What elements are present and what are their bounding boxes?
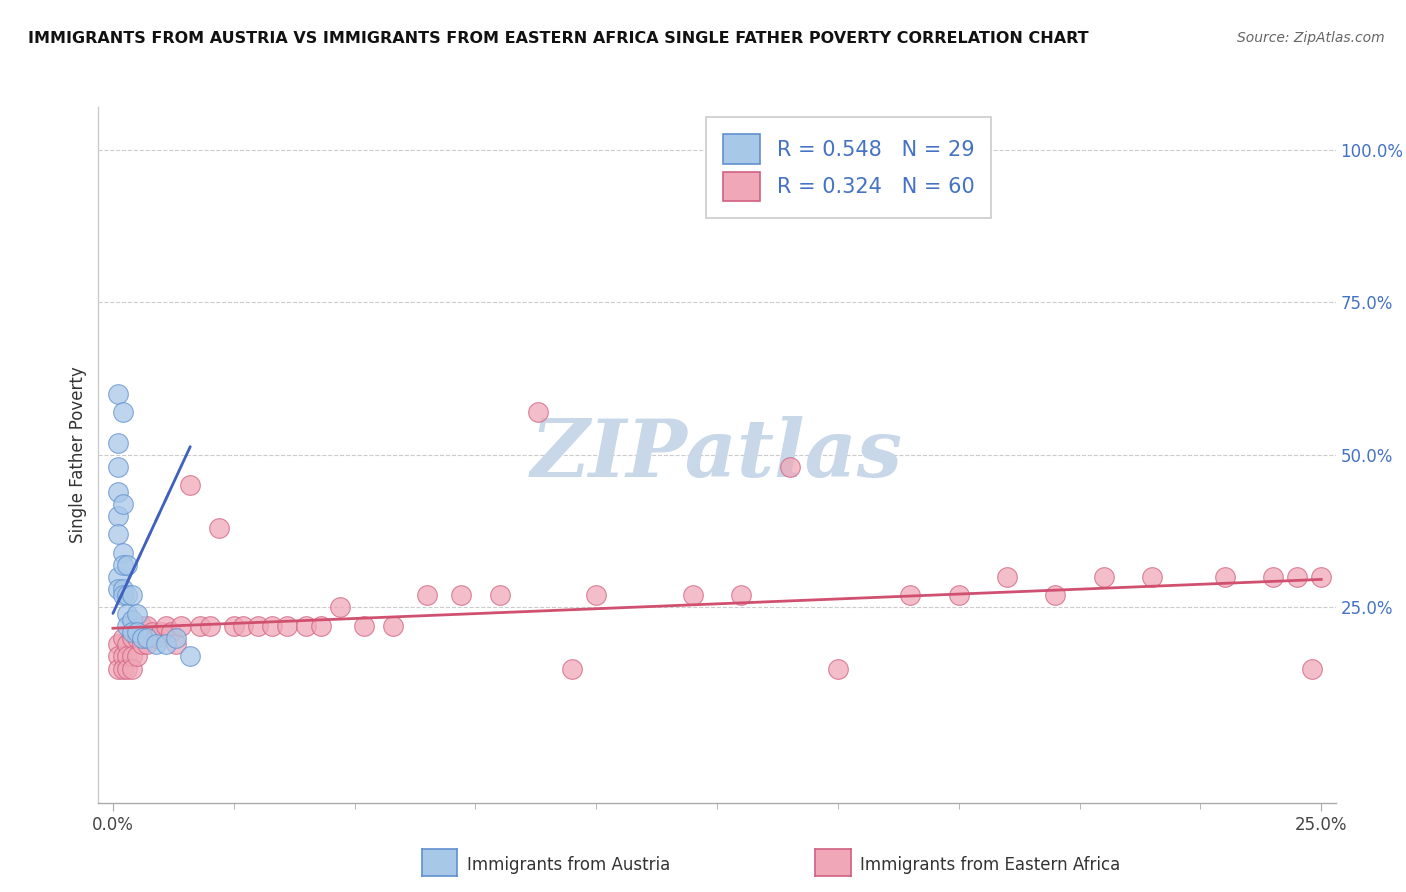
Point xyxy=(169,619,191,633)
Point xyxy=(107,460,129,475)
Point xyxy=(1301,661,1323,675)
Point xyxy=(107,649,129,664)
Point xyxy=(730,588,752,602)
Point xyxy=(107,661,129,675)
Point xyxy=(145,637,167,651)
Point xyxy=(222,619,245,633)
Point xyxy=(111,545,134,559)
Y-axis label: Single Father Poverty: Single Father Poverty xyxy=(69,367,87,543)
Point xyxy=(107,570,129,584)
Legend: R = 0.548   N = 29, R = 0.324   N = 60: R = 0.548 N = 29, R = 0.324 N = 60 xyxy=(706,118,991,218)
Point xyxy=(198,619,221,633)
Point xyxy=(111,405,134,419)
Point xyxy=(135,637,157,651)
Point xyxy=(232,619,254,633)
Point xyxy=(135,631,157,645)
Point xyxy=(111,582,134,597)
Point xyxy=(141,624,163,639)
Point xyxy=(145,631,167,645)
Point xyxy=(121,588,143,602)
Point xyxy=(179,478,201,492)
Point xyxy=(127,607,149,621)
Point xyxy=(107,435,129,450)
Point xyxy=(309,619,332,633)
Point xyxy=(1261,570,1284,584)
Point xyxy=(131,631,153,645)
Point xyxy=(1285,570,1308,584)
Text: Immigrants from Eastern Africa: Immigrants from Eastern Africa xyxy=(860,856,1121,874)
Point xyxy=(121,624,143,639)
Point xyxy=(131,619,153,633)
Point xyxy=(107,484,129,499)
Point xyxy=(117,607,139,621)
Point xyxy=(111,497,134,511)
Point xyxy=(121,631,143,645)
Point xyxy=(188,619,211,633)
Point xyxy=(117,558,139,572)
Point xyxy=(111,649,134,664)
Text: Source: ZipAtlas.com: Source: ZipAtlas.com xyxy=(1237,31,1385,45)
Point xyxy=(1045,588,1067,602)
Point xyxy=(117,649,139,664)
Point xyxy=(107,582,129,597)
Point xyxy=(117,588,139,602)
Point xyxy=(329,600,352,615)
Point xyxy=(111,661,134,675)
Point xyxy=(111,588,134,602)
Point xyxy=(117,619,139,633)
Text: Immigrants from Austria: Immigrants from Austria xyxy=(467,856,671,874)
Point xyxy=(1213,570,1236,584)
Point xyxy=(107,637,129,651)
Point xyxy=(135,619,157,633)
Point xyxy=(779,460,801,475)
Point xyxy=(127,624,149,639)
Point xyxy=(165,631,187,645)
Point xyxy=(107,387,129,401)
Point xyxy=(561,661,583,675)
Point xyxy=(488,588,510,602)
Point xyxy=(450,588,472,602)
Point xyxy=(127,649,149,664)
Point xyxy=(121,613,143,627)
Point xyxy=(682,588,704,602)
Point xyxy=(117,661,139,675)
Point xyxy=(121,649,143,664)
Point xyxy=(262,619,284,633)
Point xyxy=(107,508,129,523)
Point xyxy=(111,558,134,572)
Point xyxy=(155,619,177,633)
Point xyxy=(150,624,173,639)
Point xyxy=(246,619,269,633)
Point xyxy=(155,637,177,651)
Point xyxy=(165,637,187,651)
Point xyxy=(948,588,970,602)
Point xyxy=(127,631,149,645)
Point xyxy=(107,527,129,541)
Point xyxy=(1310,570,1333,584)
Text: ZIPatlas: ZIPatlas xyxy=(531,417,903,493)
Point xyxy=(585,588,607,602)
Point xyxy=(160,624,183,639)
Text: IMMIGRANTS FROM AUSTRIA VS IMMIGRANTS FROM EASTERN AFRICA SINGLE FATHER POVERTY : IMMIGRANTS FROM AUSTRIA VS IMMIGRANTS FR… xyxy=(28,31,1088,46)
Point xyxy=(179,649,201,664)
Point xyxy=(527,405,550,419)
Point xyxy=(1092,570,1115,584)
Point xyxy=(208,521,231,535)
Point xyxy=(295,619,318,633)
Point xyxy=(995,570,1018,584)
Point xyxy=(900,588,922,602)
Point xyxy=(1140,570,1163,584)
Point xyxy=(121,661,143,675)
Point xyxy=(827,661,849,675)
Point xyxy=(416,588,439,602)
Point xyxy=(382,619,405,633)
Point xyxy=(353,619,375,633)
Point xyxy=(131,637,153,651)
Point xyxy=(111,631,134,645)
Point xyxy=(117,637,139,651)
Point xyxy=(276,619,298,633)
